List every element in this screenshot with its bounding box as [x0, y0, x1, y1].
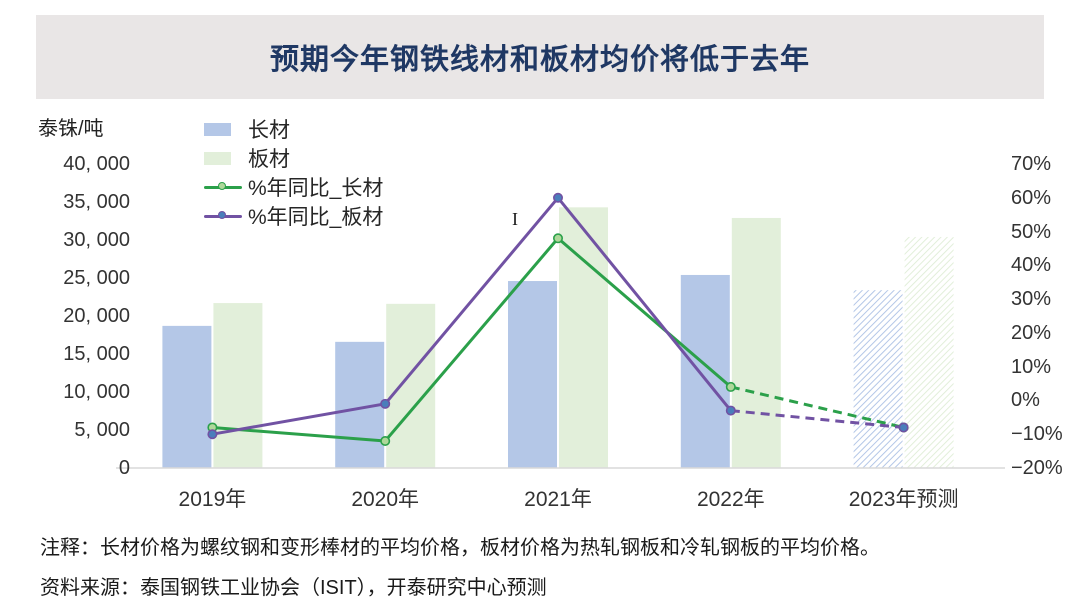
x-axis-category-label: 2023年预测 [848, 488, 959, 511]
legend-item-flat-yoy-line: %年同比_板材 [204, 203, 383, 229]
bar-板材-2020年 [386, 303, 436, 468]
legend-item-long-bar: 长材 [204, 116, 383, 142]
left-axis-tick: 0 [118, 457, 130, 479]
marker-%年同比_板材-2020年 [380, 398, 391, 409]
x-axis-category-label: 2022年 [696, 488, 765, 511]
legend: 长材 板材 %年同比_长材 %年同比_板材 [204, 116, 383, 229]
right-axis-tick: −10% [1011, 423, 1063, 446]
chart-title: 预期今年钢铁线材和板材均价将低于去年 [269, 44, 810, 76]
footnote: 注释：长材价格为螺纹钢和变形棒材的平均价格，板材价格为热轧钢板和冷轧钢板的平均价… [40, 537, 880, 559]
bar-长材-2022年 [680, 274, 730, 468]
source-line: 资料来源：泰国钢铁工业协会（ISIT），开泰研究中心预测 [40, 577, 547, 599]
right-axis-tick: 40% [1011, 254, 1052, 277]
left-axis-tick: 15, 000 [63, 343, 130, 365]
right-axis-tick: 70% [1011, 153, 1052, 175]
marker-%年同比_长材-2021年 [552, 233, 563, 244]
right-axis-tick: 60% [1011, 186, 1052, 209]
bar-长材-2023年预测 [853, 290, 903, 468]
flat-yoy-line-swatch-icon [204, 209, 242, 223]
left-axis-tick: 10, 000 [63, 381, 130, 403]
peak-annotation: I [512, 209, 518, 229]
right-axis-tick: 10% [1011, 355, 1052, 378]
right-axis-tick: −20% [1011, 457, 1063, 479]
line-%年同比_长材-solid [212, 236, 732, 443]
legend-label-long-yoy: %年同比_长材 [248, 177, 384, 200]
marker-%年同比_板材-2021年 [552, 192, 563, 203]
marker-%年同比_板材-2019年 [207, 429, 218, 440]
left-axis-tick: 20, 000 [63, 305, 130, 327]
legend-item-long-yoy-line: %年同比_长材 [204, 174, 383, 200]
line-%年同比_板材-solid [212, 195, 732, 436]
x-axis-category-label: 2019年 [178, 488, 247, 511]
x-axis-category-label: 2020年 [351, 488, 420, 511]
left-axis-tick: 40, 000 [63, 153, 130, 175]
marker-%年同比_长材-2020年 [380, 435, 391, 446]
legend-label-flat-yoy: %年同比_板材 [248, 206, 384, 229]
bar-长材-2019年 [162, 325, 212, 468]
left-axis-unit-label: 泰铢/吨 [38, 118, 104, 140]
bar-板材-2019年 [213, 303, 263, 468]
right-axis-tick: 30% [1011, 288, 1052, 311]
legend-label-long-bar: 长材 [248, 119, 290, 142]
left-axis-tick: 30, 000 [63, 229, 130, 251]
right-axis-tick: 50% [1011, 220, 1052, 243]
right-axis-tick: 20% [1011, 321, 1052, 344]
long-yoy-line-swatch-icon [204, 180, 242, 194]
left-axis-tick: 35, 000 [63, 191, 130, 213]
bar-板材-2022年 [731, 217, 781, 468]
bar-板材-2023年预测 [904, 236, 954, 468]
flat-bar-swatch-icon [204, 151, 231, 165]
legend-item-flat-bar: 板材 [204, 145, 383, 171]
right-axis-tick: 0% [1011, 389, 1040, 412]
marker-%年同比_板材-2022年 [725, 405, 736, 416]
left-axis-tick: 5, 000 [74, 419, 130, 441]
legend-label-flat-bar: 板材 [248, 148, 290, 171]
x-axis-category-label: 2021年 [524, 488, 592, 511]
left-axis-tick: 25, 000 [63, 267, 130, 289]
marker-%年同比_板材-2023年预测 [898, 422, 909, 433]
bar-长材-2021年 [508, 281, 557, 468]
long-bar-swatch-icon [204, 122, 231, 136]
chart-title-band: 预期今年钢铁线材和板材均价将低于去年 [36, 15, 1044, 99]
marker-%年同比_长材-2022年 [725, 381, 736, 392]
